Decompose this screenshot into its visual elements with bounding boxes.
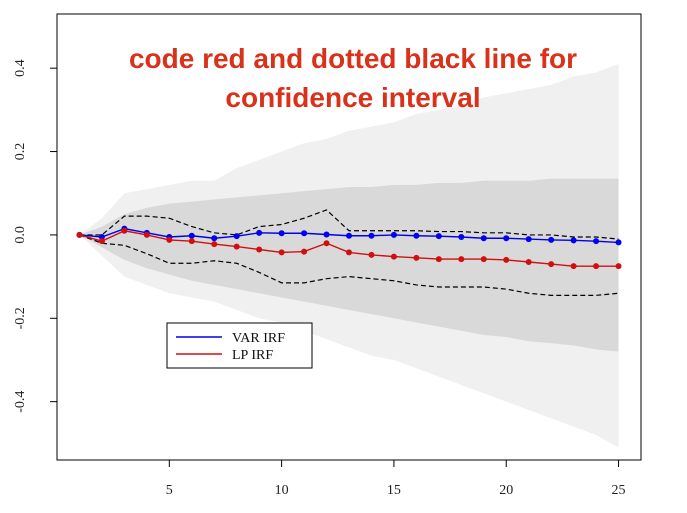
- series-point-var-irf: [256, 229, 263, 236]
- irf-series: [76, 225, 622, 270]
- series-point-lp-irf: [76, 231, 83, 238]
- legend-label-var-irf: VAR IRF: [232, 331, 285, 346]
- series-point-lp-irf: [98, 238, 105, 245]
- x-tick-label: 10: [275, 483, 289, 498]
- series-point-lp-irf: [256, 246, 263, 253]
- series-point-var-irf: [480, 235, 487, 242]
- legend-box: [166, 322, 313, 369]
- series-point-var-irf: [233, 233, 240, 240]
- series-point-var-irf: [413, 232, 420, 239]
- series-point-var-irf: [458, 234, 465, 240]
- series-point-lp-irf: [413, 254, 420, 261]
- y-axis: -0.4 -0.2 0.0 0.2 0.4: [13, 59, 58, 413]
- series-point-var-irf: [593, 238, 600, 245]
- confidence-band-2: [79, 178, 619, 352]
- x-tick-label: 20: [499, 483, 513, 498]
- series-point-var-irf: [435, 233, 442, 240]
- series-point-lp-irf: [346, 249, 352, 256]
- series-point-lp-irf: [166, 236, 173, 243]
- x-tick-label: 5: [166, 483, 173, 498]
- series-point-var-irf: [301, 230, 308, 237]
- series-point-lp-irf: [368, 251, 375, 258]
- y-tick-label: 0.4: [13, 59, 28, 77]
- series-point-lp-irf: [570, 263, 577, 270]
- annotation-line-2: confidence interval: [225, 82, 480, 113]
- series-point-var-irf: [525, 236, 532, 243]
- y-tick-label: -0.4: [13, 391, 28, 413]
- series-point-lp-irf: [323, 240, 330, 247]
- ci-line-lower: [79, 234, 619, 296]
- series-point-var-irf: [548, 236, 555, 243]
- legend: VAR IRF LP IRF: [166, 322, 313, 369]
- series-point-lp-irf: [480, 256, 487, 263]
- series-point-lp-irf: [593, 263, 600, 270]
- series-point-lp-irf: [458, 256, 465, 263]
- x-axis: 5 10 15 20 25: [166, 459, 626, 498]
- series-point-lp-irf: [278, 249, 285, 256]
- x-tick-label: 15: [387, 483, 401, 498]
- series-point-var-irf: [346, 232, 352, 239]
- series-point-lp-irf: [121, 227, 128, 234]
- y-tick-label: 0.0: [13, 226, 28, 244]
- series-point-var-irf: [368, 232, 375, 239]
- series-point-lp-irf: [525, 259, 532, 266]
- series-point-lp-irf: [435, 256, 442, 263]
- annotation-line-1: code red and dotted black line for: [129, 43, 577, 74]
- series-point-var-irf: [211, 235, 218, 242]
- y-tick-label: 0.2: [13, 143, 28, 161]
- series-point-var-irf: [278, 230, 285, 237]
- series-point-lp-irf: [188, 238, 195, 245]
- series-point-lp-irf: [615, 263, 622, 270]
- series-point-var-irf: [503, 235, 510, 242]
- y-tick-label: -0.2: [13, 307, 28, 329]
- series-point-lp-irf: [390, 253, 397, 260]
- series-point-var-irf: [570, 237, 577, 244]
- series-point-var-irf: [188, 232, 195, 239]
- series-point-lp-irf: [211, 241, 218, 248]
- series-point-lp-irf: [233, 243, 240, 250]
- series-point-lp-irf: [548, 261, 555, 268]
- confidence-bands: [79, 64, 619, 448]
- series-point-var-irf: [323, 231, 330, 238]
- x-tick-label: 25: [612, 483, 626, 498]
- series-point-var-irf: [390, 231, 397, 238]
- confidence-interval-lines: [79, 209, 619, 296]
- legend-label-lp-irf: LP IRF: [232, 348, 273, 363]
- series-point-var-irf: [615, 239, 622, 246]
- series-point-lp-irf: [143, 231, 150, 238]
- series-point-lp-irf: [503, 256, 510, 263]
- ci-line-upper: [79, 209, 619, 240]
- series-point-lp-irf: [301, 248, 308, 255]
- series-point-var-irf: [98, 234, 105, 240]
